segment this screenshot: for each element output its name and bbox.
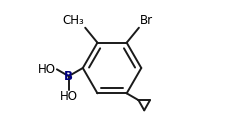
Text: B: B — [64, 70, 73, 83]
Text: HO: HO — [60, 90, 78, 103]
Text: Br: Br — [140, 14, 153, 27]
Text: CH₃: CH₃ — [63, 14, 85, 27]
Text: HO: HO — [38, 63, 56, 76]
